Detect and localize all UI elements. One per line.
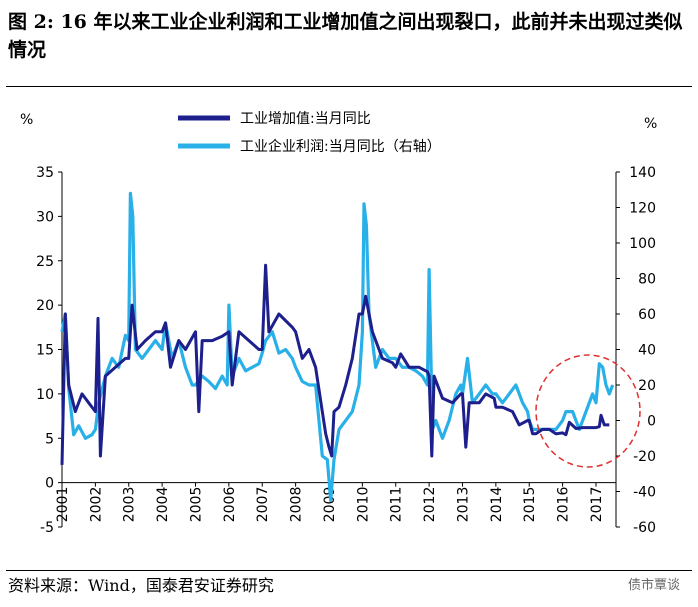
legend-label-iva: 工业增加值:当月同比 [240,111,371,127]
source-note: 资料来源：Wind，国泰君安证券研究 [8,576,274,595]
right-tick-label: 100 [629,236,656,252]
series-iva-line [60,263,610,465]
left-tick-label: 20 [36,298,54,314]
right-tick-label: 20 [638,378,656,394]
x-tick-label: 2006 [222,487,238,523]
left-tick-label: -5 [40,520,54,536]
x-tick-label: 2005 [188,487,204,523]
right-tick-label: 40 [638,343,656,359]
series-profit-line [60,191,615,502]
chart-svg: 35302520151050-5140120100806040200-20-40… [20,111,657,536]
right-tick-label: 120 [629,201,656,217]
left-tick-label: 10 [36,387,54,403]
x-tick-label: 2010 [355,487,371,523]
left-tick-label: 0 [45,476,54,492]
x-tick-label: 2009 [322,487,338,523]
x-tick-label: 2017 [589,487,605,523]
bottom-rule [6,570,692,571]
x-tick-label: 2014 [489,487,505,523]
right-tick-label: 60 [638,307,656,323]
left-tick-label: 5 [45,431,54,447]
left-tick-label: 25 [36,254,54,270]
right-tick-label: 0 [647,414,656,430]
right-tick-label: 80 [638,272,656,288]
x-tick-label: 2001 [55,487,71,523]
x-tick-label: 2013 [455,487,471,523]
x-tick-label: 2003 [122,487,138,523]
axes-layer: 35302520151050-5140120100806040200-20-40… [20,112,657,536]
left-tick-label: 35 [36,165,54,181]
watermark: 债市覃谈 [627,578,680,593]
x-tick-label: 2011 [389,487,405,523]
right-tick-label: -20 [633,449,656,465]
right-tick-label: -60 [633,520,656,536]
series-layer [60,191,615,502]
left-tick-label: 15 [36,343,54,359]
figure-title: 图 2: 16 年以来工业企业利润和工业增加值之间出现裂口，此前并未出现过类似情… [8,11,683,61]
legend-label-profit: 工业企业利润:当月同比（右轴） [240,138,441,155]
top-rule [6,86,692,87]
x-tick-label: 2016 [556,487,572,523]
left-tick-label: 30 [36,209,54,225]
x-tick-label: 2015 [522,487,538,523]
highlight-ellipse [535,354,641,468]
left-axis-unit: % [20,112,33,128]
right-tick-label: -40 [633,485,656,501]
x-tick-label: 2012 [422,487,438,523]
x-tick-label: 2004 [155,487,171,523]
right-tick-label: 140 [629,165,656,181]
x-tick-label: 2002 [88,487,104,523]
x-tick-label: 2007 [255,487,271,523]
right-axis-unit: % [644,116,657,132]
x-tick-label: 2008 [289,487,305,523]
